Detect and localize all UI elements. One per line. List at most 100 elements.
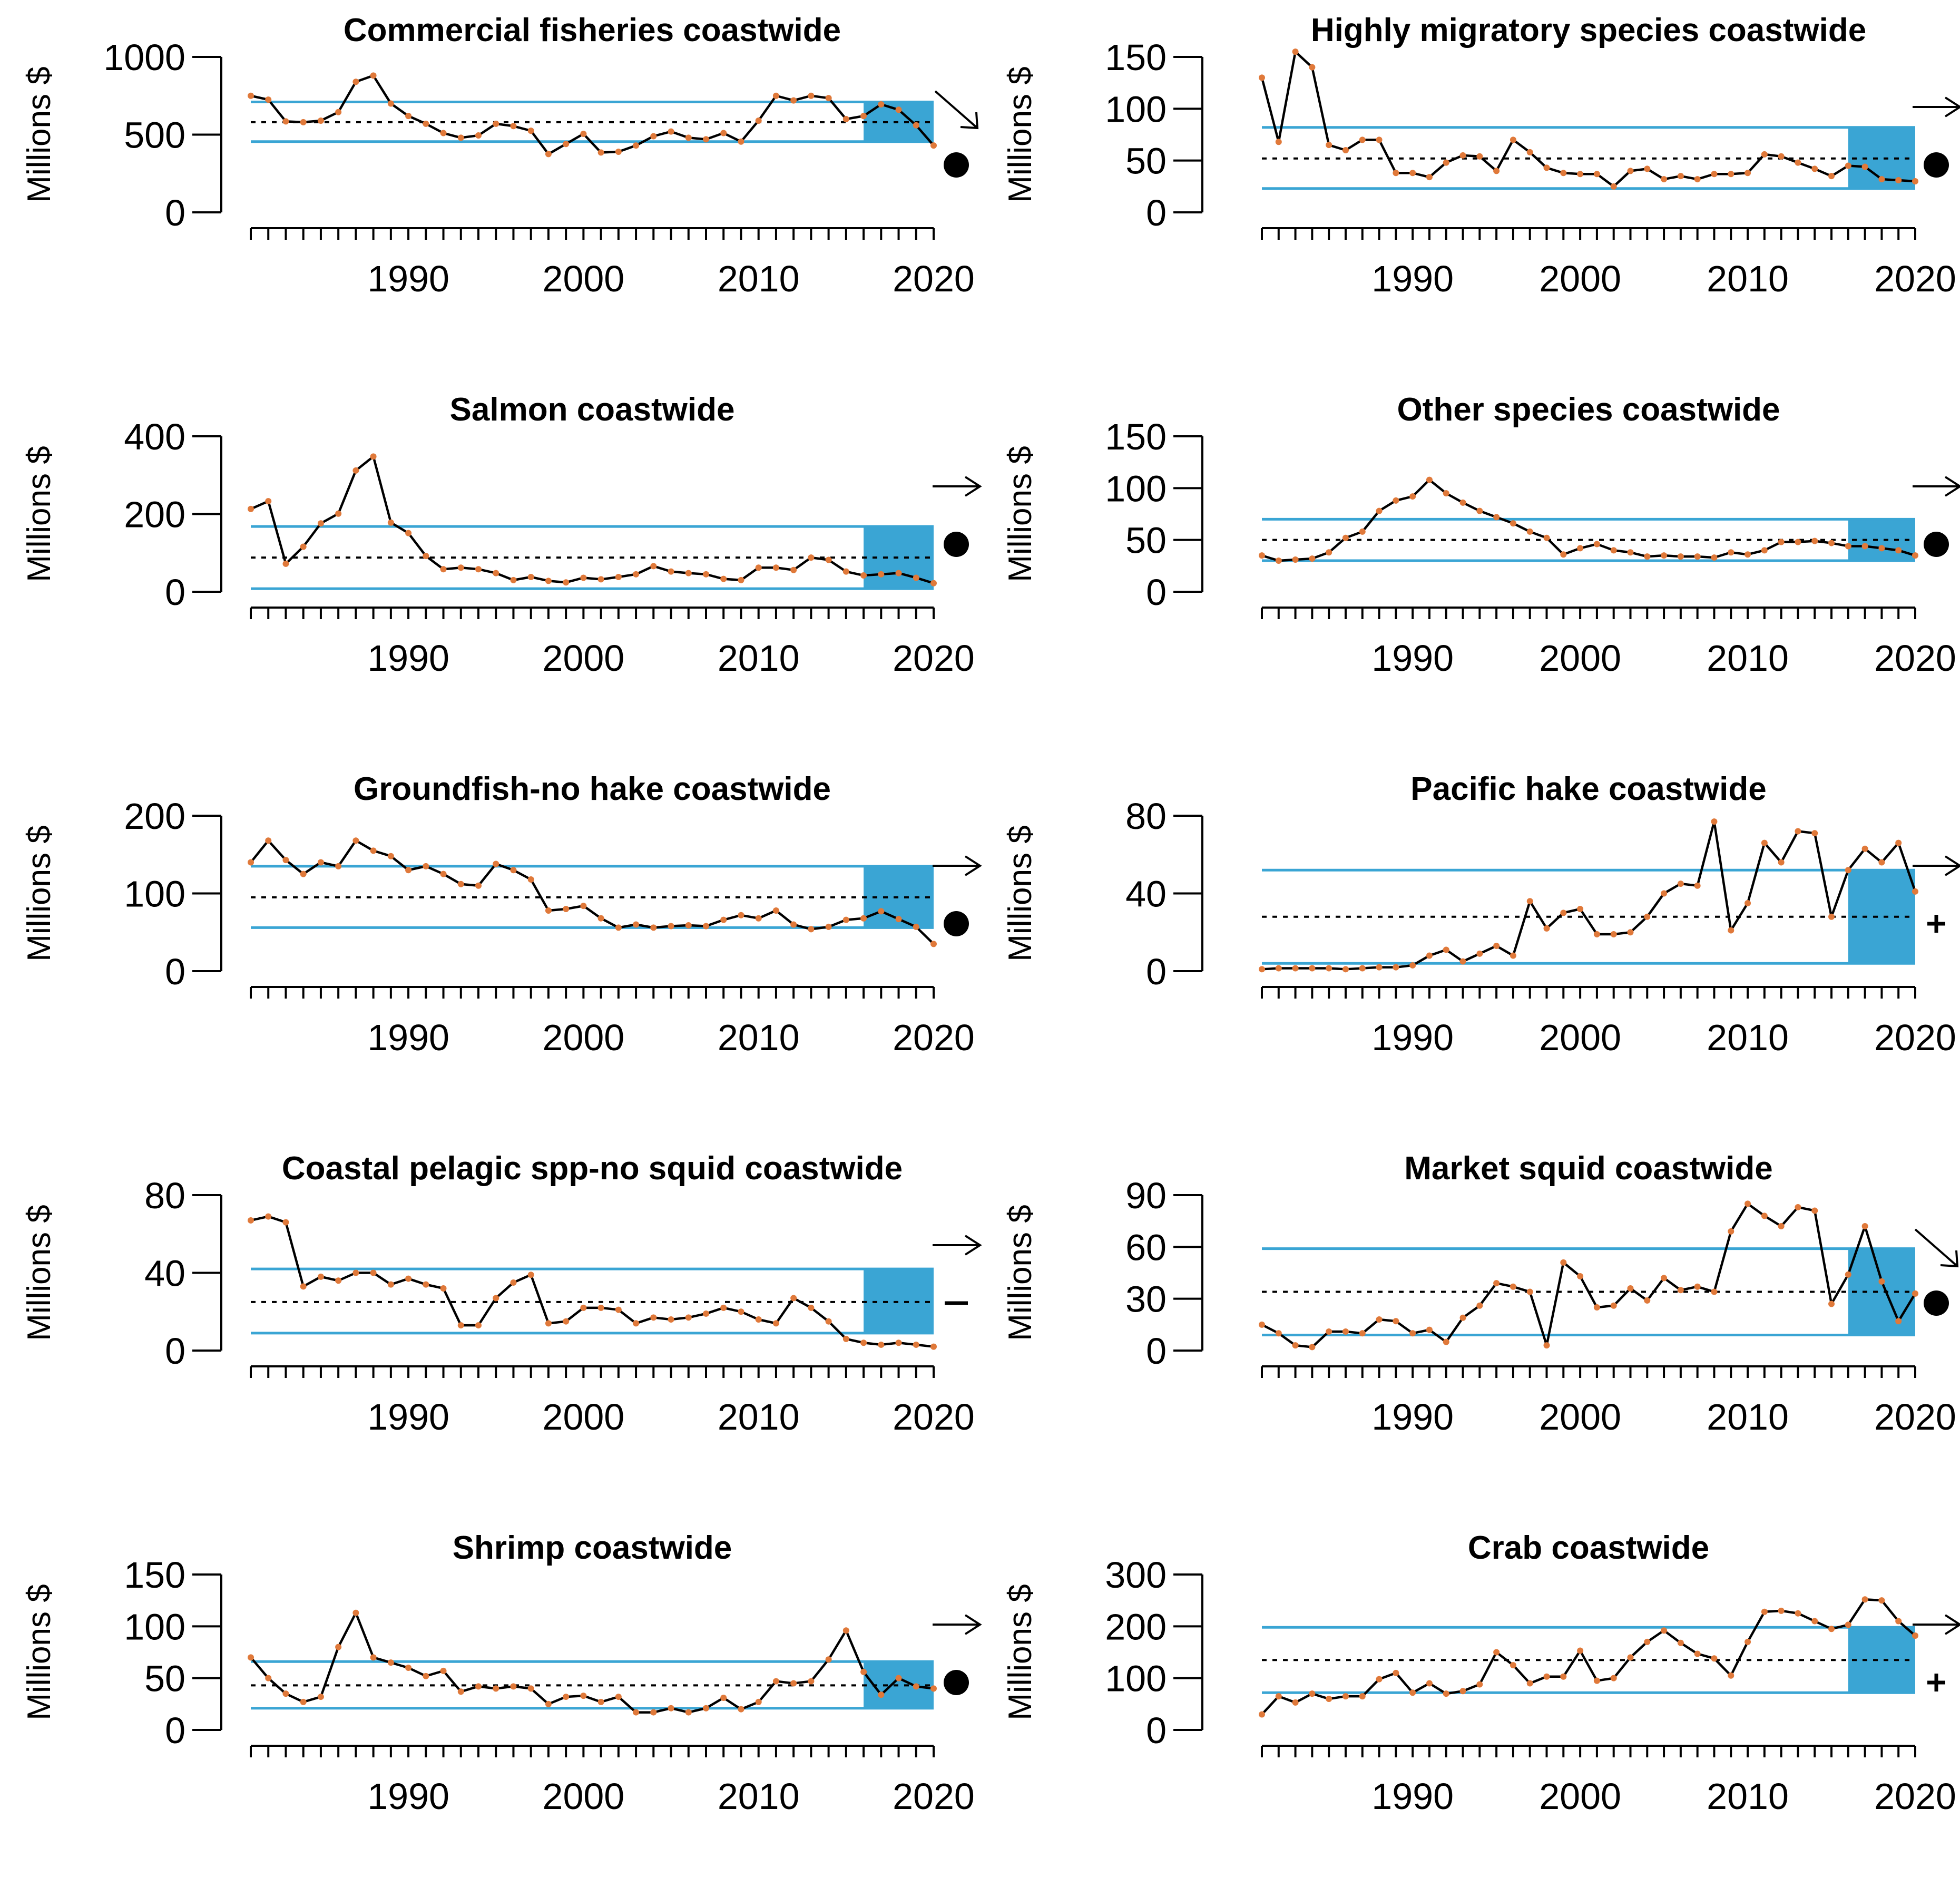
y-tick-label: 80: [144, 1175, 185, 1216]
data-point: [860, 1339, 867, 1346]
y-axis-label: Millions $: [1002, 825, 1038, 961]
data-point: [370, 72, 377, 79]
data-point: [1459, 958, 1466, 965]
data-point: [668, 1705, 674, 1712]
y-tick-label: 0: [165, 192, 185, 233]
y-tick-label: 0: [165, 951, 185, 992]
x-tick-label: 2000: [1539, 638, 1621, 679]
y-tick-label: 500: [124, 115, 185, 156]
x-axis: 1990 2000 2010 2020: [250, 1745, 975, 1817]
data-point: [860, 915, 867, 922]
data-point: [1745, 1200, 1751, 1207]
recent-period-box: [1848, 519, 1915, 561]
panel-8: Market squid coastwide Millions $ 0 30 60 90 1…: [1002, 1150, 1959, 1438]
x-tick-label: 2010: [718, 1017, 800, 1058]
data-point: [913, 1341, 919, 1348]
data-point: [1878, 1597, 1885, 1604]
data-point: [633, 1709, 640, 1716]
data-point: [1493, 1280, 1500, 1287]
data-point: [1845, 543, 1851, 550]
data-point: [1661, 176, 1668, 183]
data-point: [1895, 1618, 1902, 1625]
status-dot-icon: [1924, 1290, 1949, 1316]
data-point: [1292, 556, 1299, 563]
data-point: [248, 505, 254, 512]
data-point: [1342, 147, 1349, 153]
data-point: [265, 498, 272, 505]
data-point: [282, 1219, 289, 1226]
series-line: [1261, 1598, 1916, 1716]
data-point: [790, 1295, 797, 1302]
data-point: [545, 151, 552, 158]
data-point: [1677, 1287, 1684, 1294]
data-point: [1845, 1271, 1851, 1278]
trend-arrowhead-icon: [964, 1614, 982, 1635]
data-point: [352, 1269, 359, 1276]
data-point: [352, 467, 359, 474]
data-point: [650, 924, 657, 931]
trend-arrowhead-icon: [1944, 1614, 1960, 1635]
chart-title: Crab coastwide: [1468, 1530, 1709, 1566]
series-line: [250, 74, 935, 155]
recent-period-box: [1848, 1248, 1915, 1335]
data-point: [808, 92, 815, 99]
data-point: [1443, 946, 1449, 953]
chart-title: Pacific hake coastwide: [1410, 771, 1766, 807]
data-point: [1259, 1711, 1265, 1718]
y-axis-label: Millions $: [1002, 446, 1038, 582]
data-points: [248, 1609, 937, 1716]
x-tick-label: 2010: [1707, 1017, 1789, 1058]
data-point: [405, 1665, 412, 1671]
data-point: [615, 924, 622, 931]
data-point: [1426, 1680, 1433, 1687]
data-point: [1476, 1681, 1483, 1688]
data-point: [457, 881, 464, 887]
y-tick-label: 50: [1125, 520, 1167, 561]
data-point: [1711, 1655, 1718, 1662]
y-tick-label: 0: [1146, 572, 1167, 613]
data-point: [650, 563, 657, 570]
series-line: [250, 1611, 934, 1714]
data-point: [1543, 164, 1550, 171]
data-point: [895, 1339, 902, 1346]
data-point: [1393, 497, 1399, 504]
data-point: [1376, 964, 1383, 971]
data-point: [895, 570, 902, 576]
data-point: [387, 853, 394, 859]
data-point: [1778, 1607, 1785, 1614]
data-point: [615, 1694, 622, 1700]
data-point: [335, 1644, 342, 1650]
data-point: [1493, 514, 1500, 521]
data-point: [1443, 159, 1449, 166]
chart-title: Groundfish-no hake coastwide: [354, 771, 831, 807]
x-tick-label: 2010: [1707, 258, 1789, 299]
data-point: [282, 857, 289, 864]
data-point: [317, 1694, 324, 1700]
data-point: [878, 101, 885, 107]
data-point: [1811, 1207, 1818, 1214]
data-point: [1359, 1693, 1366, 1700]
data-point: [720, 1695, 727, 1702]
data-point: [1644, 165, 1651, 172]
x-tick-label: 2020: [893, 638, 975, 679]
data-point: [563, 1694, 570, 1700]
data-point: [597, 915, 604, 922]
data-point: [475, 566, 482, 573]
data-point: [1275, 558, 1282, 564]
panel-9: Shrimp coastwide Millions $ 0 50 100 150 1990 2…: [21, 1530, 982, 1817]
x-tick-label: 2020: [1874, 638, 1956, 679]
recent-period-box: [1848, 870, 1915, 964]
trend-arrowhead-icon: [964, 855, 982, 876]
data-point: [1560, 1673, 1567, 1680]
data-point: [842, 916, 849, 923]
trend-arrowhead-icon: [1944, 96, 1960, 118]
x-tick-label: 2000: [1539, 1776, 1621, 1817]
data-point: [1259, 966, 1265, 973]
y-axis: 0 50 100 150: [1105, 37, 1203, 233]
status-dot-icon: [1924, 532, 1949, 557]
x-tick-label: 2010: [1707, 1396, 1789, 1438]
data-point: [370, 1269, 377, 1276]
data-point: [493, 1685, 499, 1692]
data-point: [597, 1304, 604, 1311]
data-point: [1644, 553, 1651, 560]
